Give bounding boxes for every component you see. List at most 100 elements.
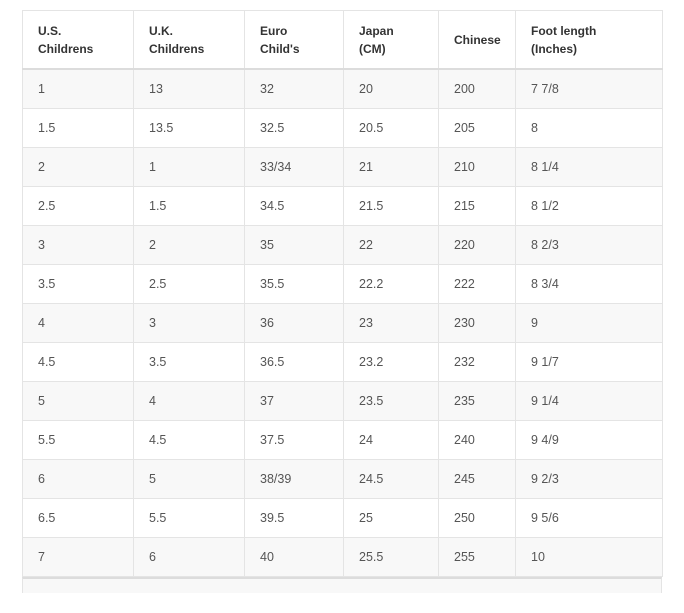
table-cell: 3.5 (133, 342, 245, 382)
table-cell: 2 (22, 147, 134, 187)
table-cell: 1.5 (22, 108, 134, 148)
table-cell: 9 1/4 (515, 381, 663, 421)
table-cell: 4.5 (133, 420, 245, 460)
table-row: 2 1 33/34 21 210 8 1/4 (22, 147, 663, 187)
table-cell: 36.5 (244, 342, 344, 382)
size-chart: U.S. Childrens U.K. Childrens Euro Child's… (22, 10, 663, 593)
table-cell: 32.5 (244, 108, 344, 148)
header-cell: Euro Child's (244, 10, 344, 70)
table-row: 1.5 13.5 32.5 20.5 205 8 (22, 108, 663, 148)
table-cell: 220 (438, 225, 516, 265)
table-cell: 21.5 (343, 186, 439, 226)
table-cell: 13.5 (133, 108, 245, 148)
table-cell: 222 (438, 264, 516, 304)
table-cell: 23.2 (343, 342, 439, 382)
table-cell: 1.5 (133, 186, 245, 226)
table-cell: 4 (133, 381, 245, 421)
table-footer (22, 577, 662, 593)
table-cell: 3.5 (22, 264, 134, 304)
table-row: 6 5 38/39 24.5 245 9 2/3 (22, 459, 663, 499)
table-cell: 6 (133, 537, 245, 577)
table-cell: 255 (438, 537, 516, 577)
table-cell: 5 (133, 459, 245, 499)
header-cell: Chinese (438, 10, 516, 70)
table-cell: 250 (438, 498, 516, 538)
table-cell: 7 7/8 (515, 68, 663, 109)
table-cell: 39.5 (244, 498, 344, 538)
table-cell: 33/34 (244, 147, 344, 187)
table-row: 2.5 1.5 34.5 21.5 215 8 1/2 (22, 186, 663, 226)
header-row: U.S. Childrens U.K. Childrens Euro Child's… (22, 10, 663, 70)
table-cell: 1 (22, 68, 134, 109)
table-cell: 23 (343, 303, 439, 343)
table-cell: 20 (343, 68, 439, 109)
table-cell: 25 (343, 498, 439, 538)
table-cell: 245 (438, 459, 516, 499)
table-cell: 9 (515, 303, 663, 343)
table-row: 6.5 5.5 39.5 25 250 9 5/6 (22, 498, 663, 538)
table-cell: 8 2/3 (515, 225, 663, 265)
table-row: 5 4 37 23.5 235 9 1/4 (22, 381, 663, 421)
table-row: 3.5 2.5 35.5 22.2 222 8 3/4 (22, 264, 663, 304)
table-cell: 6 (22, 459, 134, 499)
table-cell: 7 (22, 537, 134, 577)
table-cell: 22.2 (343, 264, 439, 304)
table-cell: 40 (244, 537, 344, 577)
table-cell: 10 (515, 537, 663, 577)
table-cell: 20.5 (343, 108, 439, 148)
table-cell: 205 (438, 108, 516, 148)
table-cell: 230 (438, 303, 516, 343)
table-cell: 6.5 (22, 498, 134, 538)
table-cell: 8 1/2 (515, 186, 663, 226)
table-cell: 3 (22, 225, 134, 265)
table-cell: 5.5 (22, 420, 134, 460)
table-row: 1 13 32 20 200 7 7/8 (22, 68, 663, 109)
table-cell: 37 (244, 381, 344, 421)
table-cell: 1 (133, 147, 245, 187)
table-cell: 38/39 (244, 459, 344, 499)
table-cell: 35 (244, 225, 344, 265)
table-cell: 4.5 (22, 342, 134, 382)
table-row: 4 3 36 23 230 9 (22, 303, 663, 343)
table-cell: 13 (133, 68, 245, 109)
header-cell: U.S. Childrens (22, 10, 134, 70)
table-cell: 4 (22, 303, 134, 343)
table-cell: 9 4/9 (515, 420, 663, 460)
table-row: 4.5 3.5 36.5 23.2 232 9 1/7 (22, 342, 663, 382)
table-cell: 23.5 (343, 381, 439, 421)
table-cell: 8 (515, 108, 663, 148)
table-cell: 35.5 (244, 264, 344, 304)
table-cell: 5.5 (133, 498, 245, 538)
table-cell: 25.5 (343, 537, 439, 577)
table-cell: 36 (244, 303, 344, 343)
table-row: 7 6 40 25.5 255 10 (22, 537, 663, 577)
table-cell: 37.5 (244, 420, 344, 460)
table-cell: 9 2/3 (515, 459, 663, 499)
table-cell: 2.5 (133, 264, 245, 304)
table-body: 1 13 32 20 200 7 7/8 1.5 13.5 32.5 20.5 205 8 2 1 33/3… (22, 68, 663, 577)
table-cell: 2.5 (22, 186, 134, 226)
table-cell: 21 (343, 147, 439, 187)
table-cell: 2 (133, 225, 245, 265)
table-cell: 8 3/4 (515, 264, 663, 304)
table-cell: 235 (438, 381, 516, 421)
table-cell: 24 (343, 420, 439, 460)
table-cell: 210 (438, 147, 516, 187)
table-cell: 8 1/4 (515, 147, 663, 187)
table-cell: 5 (22, 381, 134, 421)
table-cell: 3 (133, 303, 245, 343)
table-cell: 32 (244, 68, 344, 109)
table-cell: 24.5 (343, 459, 439, 499)
table-cell: 232 (438, 342, 516, 382)
table-cell: 240 (438, 420, 516, 460)
size-table: U.S. Childrens U.K. Childrens Euro Child's… (22, 10, 663, 577)
header-cell: Foot length (Inches) (515, 10, 663, 70)
table-cell: 215 (438, 186, 516, 226)
table-cell: 200 (438, 68, 516, 109)
table-cell: 9 1/7 (515, 342, 663, 382)
table-cell: 9 5/6 (515, 498, 663, 538)
header-cell: Japan (CM) (343, 10, 439, 70)
header-cell: U.K. Childrens (133, 10, 245, 70)
table-row: 5.5 4.5 37.5 24 240 9 4/9 (22, 420, 663, 460)
